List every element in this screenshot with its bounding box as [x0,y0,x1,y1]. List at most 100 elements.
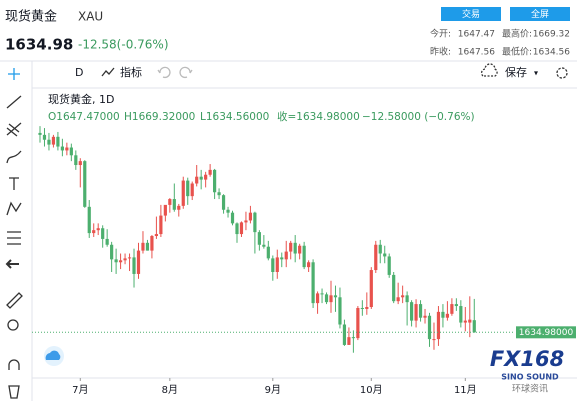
trade-button-label[interactable]: 交易 [462,8,480,20]
candle-body [38,132,42,135]
candle-body [114,259,118,263]
symbol-code: XAU [78,10,103,24]
candle-body [311,262,315,304]
candle-body [356,307,360,339]
candle-body [217,192,221,196]
candle-body [244,220,248,223]
candle-body [365,307,369,309]
candle-body [441,311,445,318]
candle-body [271,258,275,272]
magnet-tool[interactable] [8,359,20,370]
fib-tool[interactable] [6,122,22,137]
fullscreen-button[interactable] [510,7,570,21]
candle-body [454,304,458,307]
stat-label: 今开: [430,28,451,40]
candle-body [405,295,409,303]
candle-body [338,297,342,325]
logo-cloud [45,350,61,360]
candle-body [213,169,217,193]
candle-body [83,161,87,207]
candle-body [450,304,454,314]
legend-low: L1634.56000 [200,111,269,123]
candle-body [436,311,441,340]
last-price-tag [516,326,576,339]
indicator-button[interactable]: 指标 [120,65,142,79]
candle-body [302,245,306,268]
x-tick-label: 9月 [265,384,281,396]
candle-body [418,304,423,318]
candle-body [298,245,302,254]
candle-body [374,244,378,271]
candle-body [248,212,253,221]
candle-body [275,257,279,272]
redo-icon[interactable] [179,66,193,79]
x-tick-label: 10月 [360,384,383,396]
x-tick-label: 11月 [454,384,477,396]
candle-body [87,206,91,234]
candle-body [65,147,69,151]
candle-body [78,161,82,166]
candle-body [409,302,414,321]
candle-body [432,339,436,341]
prediction-tool[interactable] [7,231,21,245]
measure-tool[interactable] [6,292,23,309]
candle-body [427,315,432,340]
candle-body [307,262,311,268]
candle-body [396,297,400,302]
drawing-toolbar [5,68,23,399]
candle-body [172,199,176,210]
candle-body [239,222,244,235]
text-tool[interactable] [9,177,19,190]
back-tool[interactable] [5,259,19,269]
interval-button[interactable]: D [75,66,83,79]
candle-body [208,169,212,175]
line-tool[interactable] [6,95,22,109]
fullscreen-button-label[interactable]: 全屏 [531,8,549,20]
candle-body [69,147,73,156]
candle-body [266,246,270,259]
candle-body [199,176,203,180]
candle-body [262,244,266,247]
stat-label: 最低价: [502,46,532,58]
save-button[interactable]: 保存 [505,65,527,79]
candle-body [360,307,364,309]
watermark-cn: 环球资讯 [512,383,548,395]
cloud-icon[interactable] [480,63,498,77]
candle-body [42,134,47,140]
legend-close: 收=1634.98000 [277,110,360,123]
candle-body [423,315,427,318]
settings-icon[interactable] [556,67,568,79]
delete-tool[interactable] [8,385,20,399]
candle-body [177,205,181,210]
candle-body [51,136,56,145]
candle-body [105,238,109,245]
candle-body [168,199,172,205]
candle-body [186,180,190,197]
candle-body [181,180,185,206]
pattern-tool[interactable] [6,201,22,216]
candle-body [92,230,96,234]
stat-value: 1647.56 [458,48,495,58]
dropdown-arrow[interactable]: ▾ [534,69,538,78]
candle-body [226,209,230,213]
candle-body [96,228,100,231]
candle-body [414,304,418,321]
last-price: 1634.98 [5,36,73,54]
candle-body [347,337,351,345]
stat-label: 最高价: [502,28,532,40]
zoom-tool[interactable] [7,319,19,331]
candle-body [468,319,472,323]
x-tick-label: 7月 [72,384,88,396]
trade-button[interactable] [441,7,501,21]
crosshair-tool[interactable] [8,68,20,80]
candle-body [392,274,396,302]
candle-body [195,176,199,184]
candle-body [257,232,261,245]
brush-tool[interactable] [6,150,22,164]
undo-icon[interactable] [157,66,171,79]
candle-body [47,139,51,145]
candle-body [230,212,235,224]
watermark-sub: SINO SOUND [501,373,559,382]
indicator-icon[interactable] [101,67,115,77]
